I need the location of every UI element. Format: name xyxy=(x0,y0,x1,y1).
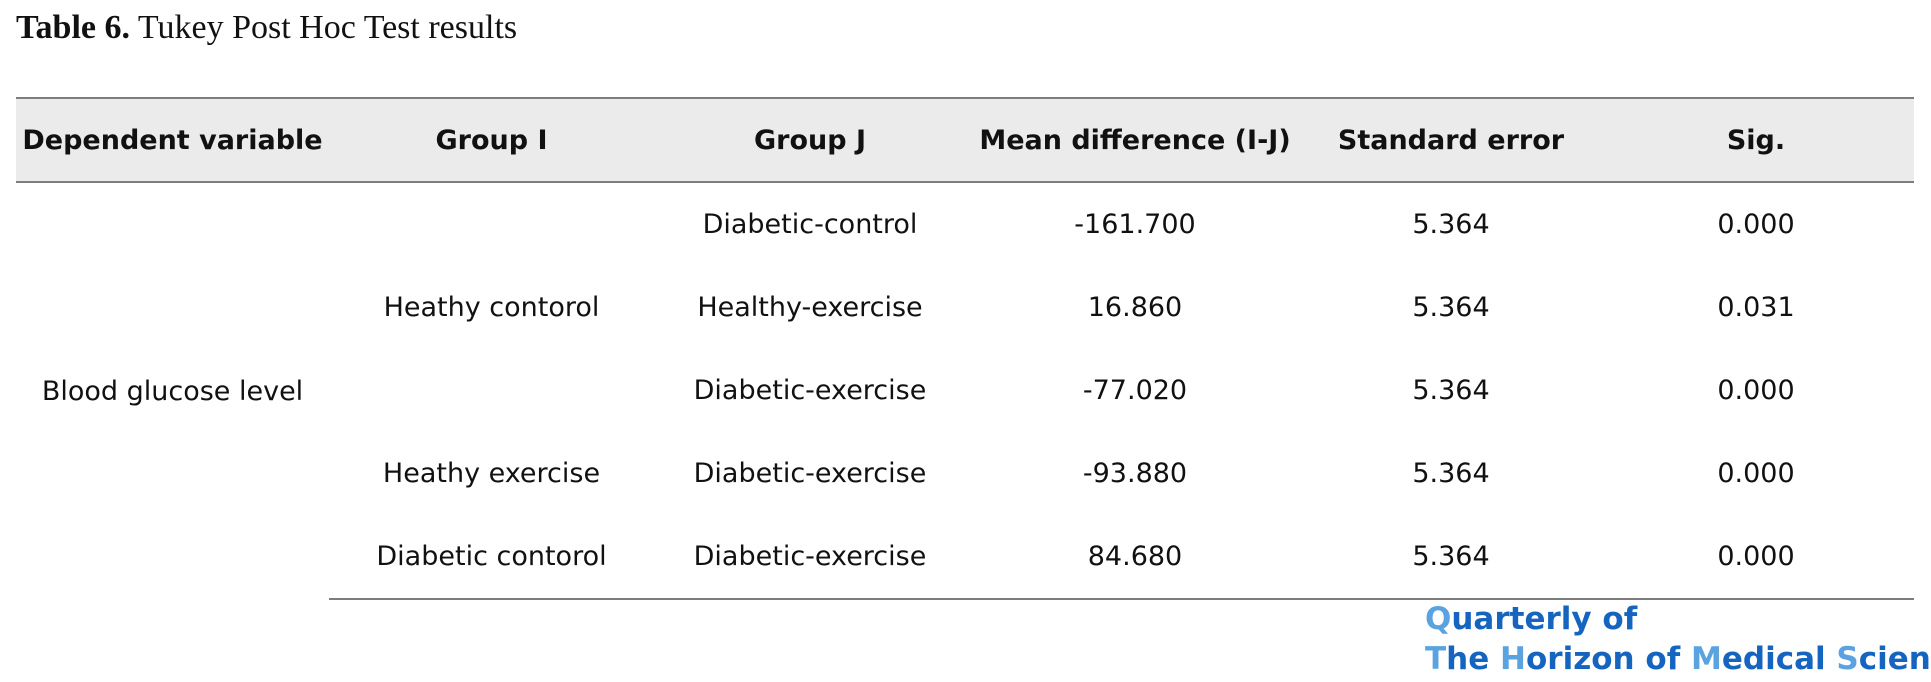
table-row: Diabetic contorol Diabetic-exercise 84.6… xyxy=(16,515,1914,600)
group-j-cell: Healthy-exercise xyxy=(697,292,923,323)
group-j-cell: Diabetic-exercise xyxy=(693,458,927,489)
header-standard-error: Standard error xyxy=(1304,97,1598,183)
table-title: Tukey Post Hoc Test results xyxy=(137,9,518,46)
header-dependent-variable: Dependent variable xyxy=(16,97,329,183)
standard-error-cell: 5.364 xyxy=(1412,209,1490,240)
mean-difference-cell: -93.880 xyxy=(1082,458,1188,489)
header-group-j: Group J xyxy=(654,97,966,183)
table-caption: Table 6. Tukey Post Hoc Test results xyxy=(16,6,517,50)
header-sig: Sig. xyxy=(1598,97,1914,183)
table-row: Diabetic-exercise -77.020 5.364 0.000 xyxy=(16,349,1914,432)
group-j-cell: Diabetic-control xyxy=(702,209,918,240)
header-mean-difference: Mean difference (I-J) xyxy=(966,97,1304,183)
mean-difference-cell: -77.020 xyxy=(1082,375,1188,406)
sig-cell: 0.031 xyxy=(1717,292,1795,323)
mean-difference-cell: -161.700 xyxy=(1074,209,1196,240)
table-row: Healthy-exercise 16.860 5.364 0.031 xyxy=(16,266,1914,349)
sig-cell: 0.000 xyxy=(1717,458,1795,489)
group-i-cell: Diabetic contorol xyxy=(329,515,654,600)
group-i-cell: Heathy exercise xyxy=(382,458,601,489)
tukey-results-table: Dependent variable Group I Group J Mean … xyxy=(16,97,1914,600)
table-number: Table 6. xyxy=(16,9,131,46)
table-header-row: Dependent variable Group I Group J Mean … xyxy=(16,97,1914,183)
sig-cell: 0.000 xyxy=(1598,515,1914,600)
standard-error-cell: 5.364 xyxy=(1412,375,1490,406)
group-i-cell: Heathy contorol xyxy=(383,292,600,323)
standard-error-cell: 5.364 xyxy=(1304,515,1598,600)
mean-difference-cell: 16.860 xyxy=(1087,292,1183,323)
group-j-cell: Diabetic-exercise xyxy=(654,515,966,600)
group-j-cell: Diabetic-exercise xyxy=(693,375,927,406)
results-table-container: Dependent variable Group I Group J Mean … xyxy=(16,97,1914,600)
mean-difference-cell: 84.680 xyxy=(966,515,1304,600)
table-row: Blood glucose level Heathy contorol Diab… xyxy=(16,182,1914,407)
sig-cell: 0.000 xyxy=(1717,209,1795,240)
standard-error-cell: 5.364 xyxy=(1412,292,1490,323)
sig-cell: 0.000 xyxy=(1717,375,1795,406)
journal-logo: Quarterly of The Horizon of Medical Scie… xyxy=(1425,599,1931,679)
header-group-i: Group I xyxy=(329,97,654,183)
journal-logo-line2: The Horizon of Medical Sciences xyxy=(1425,641,1931,677)
logo-line1-text: uarterly of xyxy=(1451,601,1638,637)
table-row: Heathy exercise Diabetic-exercise -93.88… xyxy=(16,432,1914,515)
dependent-variable-cell: Blood glucose level xyxy=(41,375,304,407)
standard-error-cell: 5.364 xyxy=(1412,458,1490,489)
journal-logo-line1: Quarterly of xyxy=(1425,601,1638,637)
